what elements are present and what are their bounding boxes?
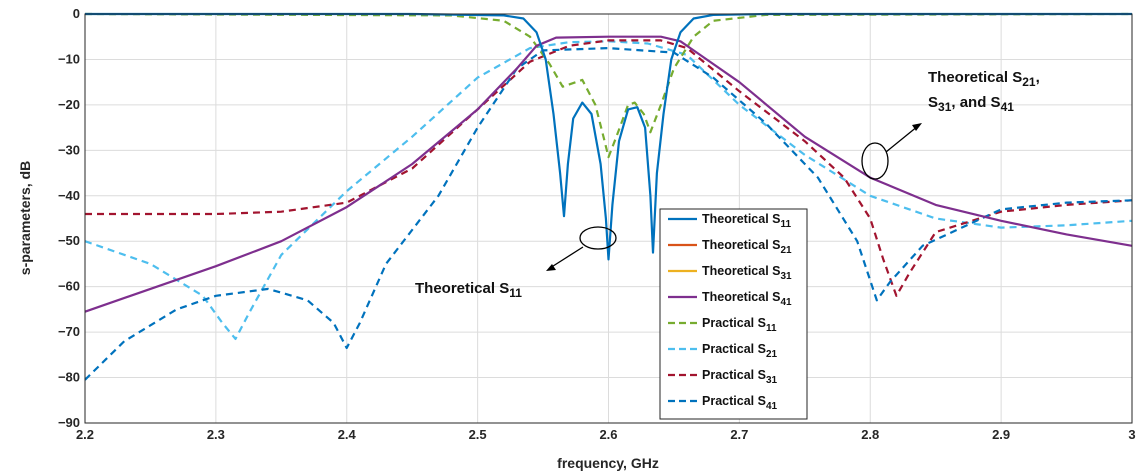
annotation-arrow-s-group	[885, 125, 919, 153]
x-tick-label: 2.2	[76, 427, 94, 442]
legend-label-main: Theoretical S	[702, 238, 781, 252]
legend-label-main: Theoretical S	[702, 212, 781, 226]
series-line-theoretical-s11	[85, 12, 1132, 261]
legend-label: Theoretical S11	[702, 212, 792, 230]
annotation-line2-sub2: 41	[1001, 100, 1015, 114]
annotation-line2-s1: S	[928, 94, 938, 111]
x-tick-label: 2.3	[207, 427, 225, 442]
annotation-s-group: Theoretical S21, S31, and S41	[861, 69, 1040, 180]
legend-label-main: Theoretical S	[702, 290, 781, 304]
x-tick-label: 2.9	[992, 427, 1010, 442]
series-line-theoretical-s41	[84, 35, 1133, 313]
legend-label: Practical S21	[702, 342, 777, 360]
annotation-ellipse-s11	[579, 226, 617, 250]
x-tick-labels: 2.2 2.3 2.4 2.5 2.6 2.7 2.8 2.9 3	[76, 427, 1136, 442]
plot-frame	[84, 13, 1133, 424]
legend-label-sub: 41	[766, 401, 778, 412]
annotation-arrowhead-s-group	[912, 123, 922, 131]
y-tick-label: −30	[58, 142, 80, 157]
x-tick-label: 3	[1128, 427, 1135, 442]
annotation-text-s-group-line1: Theoretical S21,	[928, 69, 1040, 89]
y-tick-labels: 0 −10 −20 −30 −40 −50 −60 −70 −80 −90	[58, 6, 80, 430]
series-line-practical-s31	[85, 39, 1133, 297]
x-tick-label: 2.4	[338, 427, 357, 442]
annotation-arrowhead-s11	[546, 264, 556, 271]
legend-label-sub: 21	[781, 245, 793, 256]
series-line-practical-s41	[84, 47, 1133, 381]
y-tick-label: −50	[58, 233, 80, 248]
x-tick-label: 2.8	[861, 427, 879, 442]
legend-label-sub: 11	[766, 323, 777, 334]
series-layer	[84, 12, 1133, 381]
annotation-arrow-s11	[549, 246, 584, 269]
legend-label: Practical S31	[702, 368, 777, 386]
x-tick-label: 2.6	[599, 427, 617, 442]
legend-label-sub: 31	[766, 375, 778, 386]
y-tick-label: −20	[58, 97, 80, 112]
annotation-line1-sub: 21	[1022, 75, 1036, 89]
y-tick-label: −40	[58, 188, 80, 203]
x-tick-label: 2.7	[730, 427, 748, 442]
series-line-practical-s21	[84, 40, 1133, 340]
legend-label: Practical S41	[702, 394, 777, 412]
legend-label-sub: 41	[781, 297, 793, 308]
legend-label-main: Practical S	[702, 342, 766, 356]
y-tick-label: −10	[58, 51, 80, 66]
y-tick-label: 0	[73, 6, 80, 21]
annotation-line2-sub1: 31	[938, 100, 952, 114]
legend-label: Theoretical S21	[702, 238, 792, 256]
legend-label: Theoretical S31	[702, 264, 792, 282]
legend-label-sub: 31	[781, 271, 793, 282]
legend-label-sub: 11	[781, 219, 792, 230]
legend-label-main: Practical S	[702, 368, 766, 382]
legend-label: Practical S11	[702, 316, 777, 334]
legend-label-main: Practical S	[702, 394, 766, 408]
y-tick-label: −90	[58, 415, 80, 430]
legend-label-sub: 21	[766, 349, 778, 360]
y-axis-label: s-parameters, dB	[17, 161, 33, 275]
legend-label-main: Practical S	[702, 316, 766, 330]
y-tick-label: −60	[58, 279, 80, 294]
annotation-ellipse-s-group	[861, 142, 889, 180]
annotation-s11-sub: 11	[509, 286, 522, 300]
x-tick-label: 2.5	[469, 427, 487, 442]
annotation-text-s11: Theoretical S11	[415, 280, 522, 300]
annotation-line1-end: ,	[1036, 69, 1040, 86]
annotation-s11: Theoretical S11	[415, 226, 617, 300]
legend-label: Theoretical S41	[702, 290, 792, 308]
annotation-s11-main: Theoretical S	[415, 280, 509, 297]
y-tick-label: −80	[58, 370, 80, 385]
x-axis-label: frequency, GHz	[557, 455, 659, 471]
annotation-line2-mid: , and S	[951, 94, 1000, 111]
annotation-text-s-group-line2: S31, and S41	[928, 94, 1014, 114]
annotation-line1-main: Theoretical S	[928, 69, 1022, 86]
legend-label-main: Theoretical S	[702, 264, 781, 278]
y-tick-label: −70	[58, 324, 80, 339]
